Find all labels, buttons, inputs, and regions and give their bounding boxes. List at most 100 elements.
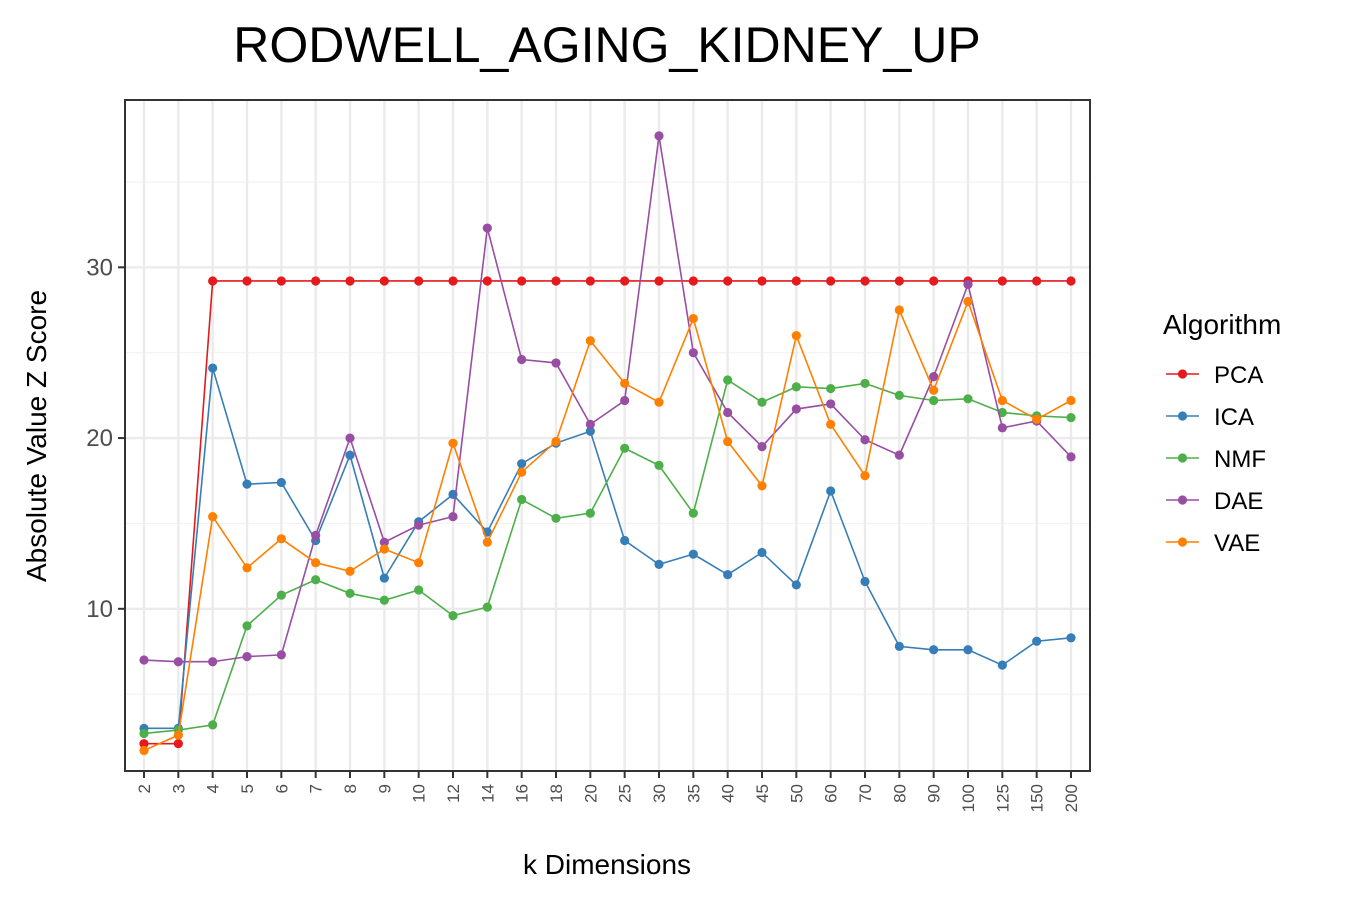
x-tick-label: 7 bbox=[307, 784, 326, 793]
data-point bbox=[448, 438, 458, 448]
data-point bbox=[345, 450, 355, 460]
x-tick-label: 20 bbox=[581, 784, 600, 803]
data-point bbox=[585, 419, 595, 430]
data-point bbox=[654, 559, 664, 570]
data-point bbox=[1066, 276, 1076, 286]
data-point bbox=[620, 395, 630, 406]
data-point bbox=[276, 650, 286, 660]
legend-item-vae: VAE bbox=[1166, 530, 1260, 557]
data-point bbox=[997, 423, 1007, 433]
data-point bbox=[791, 382, 801, 392]
legend-item-nmf: NMF bbox=[1166, 446, 1266, 473]
data-point bbox=[826, 399, 836, 409]
x-tick-label: 30 bbox=[650, 784, 669, 803]
data-point bbox=[894, 641, 904, 651]
x-tick-label: 6 bbox=[272, 784, 291, 793]
series-line-vae bbox=[143, 299, 1072, 752]
data-point bbox=[448, 611, 458, 621]
data-point bbox=[723, 407, 733, 418]
data-point bbox=[860, 576, 870, 587]
data-point bbox=[894, 276, 904, 286]
x-tick-label: 10 bbox=[410, 784, 429, 803]
data-point bbox=[379, 537, 389, 547]
data-point bbox=[551, 513, 561, 523]
data-point bbox=[997, 660, 1007, 670]
data-point bbox=[551, 358, 561, 368]
series-dae bbox=[139, 131, 1076, 667]
data-point bbox=[723, 276, 733, 286]
data-point bbox=[723, 570, 733, 580]
series-line-ica bbox=[144, 367, 1072, 730]
data-point bbox=[345, 588, 355, 599]
data-point bbox=[723, 436, 733, 447]
data-point bbox=[860, 276, 870, 286]
data-point bbox=[379, 573, 389, 583]
data-point bbox=[997, 407, 1007, 418]
data-point bbox=[276, 477, 286, 488]
x-tick-label: 150 bbox=[1028, 784, 1047, 812]
x-tick-label: 50 bbox=[787, 784, 806, 803]
data-point bbox=[1066, 633, 1076, 643]
plot-panel-border bbox=[124, 99, 1091, 772]
y-tick-label: 10 bbox=[86, 596, 113, 623]
data-point bbox=[757, 397, 767, 407]
data-point bbox=[620, 443, 630, 453]
data-point bbox=[723, 375, 733, 385]
series-vae bbox=[139, 296, 1076, 756]
data-point bbox=[139, 739, 149, 749]
legend-key-point bbox=[1177, 537, 1188, 547]
data-point bbox=[688, 508, 698, 518]
data-point bbox=[1066, 412, 1076, 423]
data-point bbox=[345, 566, 355, 576]
data-point bbox=[276, 534, 286, 544]
data-point bbox=[208, 512, 218, 522]
data-point bbox=[826, 276, 836, 286]
chart-title: RODWELL_AGING_KIDNEY_UP bbox=[233, 17, 980, 73]
data-point bbox=[860, 378, 870, 389]
data-point bbox=[311, 530, 321, 540]
gridlines bbox=[125, 100, 1090, 771]
data-point bbox=[688, 549, 698, 559]
data-point bbox=[963, 645, 973, 655]
data-point bbox=[688, 276, 698, 286]
data-point bbox=[620, 276, 630, 286]
y-axis-title: Absolute Value Z Score bbox=[21, 290, 52, 582]
data-point bbox=[997, 395, 1007, 406]
data-point bbox=[585, 276, 595, 286]
data-point bbox=[654, 131, 664, 141]
data-point bbox=[414, 276, 424, 286]
legend-key-point bbox=[1177, 453, 1188, 463]
data-point bbox=[757, 441, 767, 452]
data-point bbox=[242, 479, 252, 489]
data-point bbox=[551, 276, 561, 286]
data-point bbox=[242, 563, 252, 573]
data-point bbox=[1032, 276, 1042, 286]
data-point bbox=[345, 433, 355, 443]
data-point bbox=[276, 590, 286, 600]
data-point bbox=[208, 720, 218, 730]
data-point bbox=[585, 426, 595, 436]
data-point bbox=[551, 436, 561, 447]
data-point bbox=[757, 276, 767, 286]
x-tick-label: 2 bbox=[135, 784, 154, 793]
y-tick-label: 30 bbox=[86, 254, 113, 281]
data-point bbox=[414, 585, 424, 595]
data-point bbox=[208, 276, 218, 286]
legend-title: Algorithm bbox=[1163, 309, 1281, 340]
x-tick-label: 45 bbox=[753, 784, 772, 803]
data-point bbox=[791, 580, 801, 590]
data-point bbox=[757, 547, 767, 558]
series-nmf bbox=[139, 375, 1076, 739]
data-point bbox=[1066, 452, 1076, 462]
data-point bbox=[482, 602, 492, 612]
x-tick-label: 8 bbox=[341, 784, 360, 793]
data-point bbox=[860, 471, 870, 481]
data-point bbox=[414, 558, 424, 568]
series-line-nmf bbox=[143, 378, 1072, 735]
data-point bbox=[482, 276, 492, 286]
data-point bbox=[894, 450, 904, 460]
data-point bbox=[963, 279, 973, 289]
x-tick-label: 25 bbox=[616, 784, 635, 803]
